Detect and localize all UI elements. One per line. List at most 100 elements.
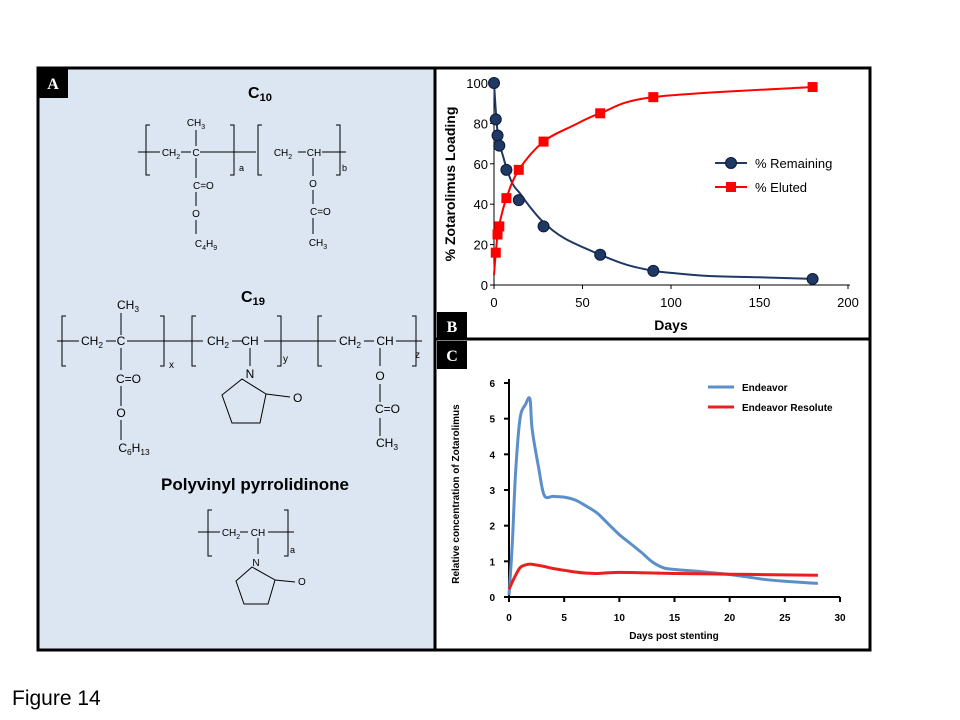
panel-b-letter-box [437, 312, 467, 339]
c19-subscript-y: y [283, 354, 288, 365]
chart-b-y-tick-label: 100 [466, 76, 488, 91]
chart-b-legend-marker [725, 157, 737, 169]
c19-ring-oxygen: O [293, 391, 302, 405]
c19-nitrogen: N [246, 367, 255, 381]
chart-c-y-label: Relative concentration of Zotarolimus [451, 404, 462, 584]
chart-c-x-tick-label: 25 [779, 613, 791, 624]
chart-c-legend-label: Endeavor [742, 383, 788, 394]
chart-b-legend-marker [726, 182, 736, 192]
panel-b-letter: B [447, 319, 458, 336]
panel-a-letter-box [38, 68, 68, 98]
c19-oxygen-1: O [116, 406, 125, 420]
chart-b-x-tick-label: 200 [837, 295, 859, 310]
chart-b-point-remaining [647, 264, 660, 277]
figure-caption: Figure 14 [12, 687, 101, 710]
chart-c-x-tick-label: 5 [561, 613, 567, 624]
c10-subscript-a: a [239, 163, 244, 173]
c10-ch2: CH2 [162, 148, 180, 161]
chart-b-point-eluted [492, 229, 503, 240]
chart-c-y-tick-label: 6 [489, 379, 495, 390]
c19-title: C19 [241, 289, 265, 308]
c10-oxygen-1: O [192, 209, 200, 220]
pvp-ch2: CH2 [222, 528, 240, 541]
c19-ch: CH [241, 334, 258, 348]
pvp-subscript-a: a [290, 545, 295, 555]
chart-b-point-remaining [489, 113, 502, 126]
chart-c-series-line-endeavor [507, 396, 818, 596]
c10-ch3-bottom: CH3 [309, 238, 327, 251]
c19-oxygen-2: O [375, 369, 384, 383]
chart-b-x-label: Days [654, 317, 688, 333]
chart-c-y-tick-label: 2 [489, 522, 495, 533]
chart-b-point-remaining [512, 194, 525, 207]
chart-b-y-tick-label: 80 [474, 116, 488, 131]
c19-c6h13: C6H13 [118, 441, 150, 457]
chart-c-x-tick-label: 30 [834, 613, 846, 624]
chart-b-y-label: % Zotarolimus Loading [442, 107, 458, 262]
c19-ch2-b: CH2 [207, 334, 229, 350]
chart-b-point-remaining [594, 248, 607, 261]
c19-ch3-top: CH3 [117, 298, 139, 314]
chart-b-x-tick-label: 50 [575, 295, 589, 310]
chart-c-y-tick-label: 0 [489, 593, 495, 604]
chart-b-point-eluted [501, 193, 512, 204]
panel-a-letter: A [47, 76, 59, 93]
c10-carbonyl-2: C=O [310, 207, 331, 218]
chart-c: 0 1 2 3 4 5 6 0 5 10 15 20 25 30 Days post stenting Rel… [451, 379, 846, 642]
c19-ch2-c: CH2 [339, 334, 361, 350]
c10-carbonyl-1: C=O [193, 181, 214, 192]
c19-ch2: CH2 [81, 334, 103, 350]
chart-b-point-eluted [490, 247, 501, 258]
chart-c-x-label: Days post stenting [629, 631, 718, 642]
pvp-title: Polyvinyl pyrrolidinone [161, 475, 349, 494]
c19-c: C [117, 334, 126, 348]
c10-ch: CH [307, 148, 321, 159]
c19-carbonyl-2: C=O [375, 402, 400, 416]
pvp-structure: Polyvinyl pyrrolidinone CH2 CH a N O [161, 475, 349, 605]
chart-b-point-remaining [493, 139, 506, 152]
c19-ch3-bottom: CH3 [376, 436, 398, 452]
chart-b-y-tick-label: 20 [474, 238, 488, 253]
c19-ch-c: CH [376, 334, 393, 348]
chart-b-point-remaining [500, 163, 513, 176]
chart-b-y-tick-label: 0 [481, 278, 488, 293]
c10-ch3-top: CH3 [187, 118, 205, 131]
c10-title: C10 [248, 85, 272, 104]
chart-b-legend-label: % Remaining [755, 156, 832, 171]
chart-b-point-remaining [491, 129, 504, 142]
chart-b-legend-label: % Eluted [755, 180, 807, 195]
panel-c-border [433, 337, 872, 652]
pvp-nitrogen: N [252, 558, 259, 569]
chart-b-x-tick-label: 0 [490, 295, 497, 310]
chart-c-series-line-resolute [507, 562, 818, 590]
c19-subscript-z: z [415, 350, 420, 361]
chart-b-x-tick-label: 100 [660, 295, 682, 310]
chart-c-y-tick-label: 5 [489, 415, 495, 426]
chart-b-series-line-remaining [493, 82, 813, 280]
chart-b-point-eluted [807, 82, 818, 93]
panel-c-letter-box [437, 341, 467, 369]
c10-c4h9: C4H9 [195, 239, 217, 252]
chart-b-x-tick-label: 150 [749, 295, 771, 310]
chart-c-x-tick-label: 10 [614, 613, 626, 624]
chart-b-point-eluted [513, 164, 524, 175]
c19-carbonyl-1: C=O [116, 372, 141, 386]
c10-structure: C10 CH3 CH2 C CH2 CH a b C=O O C4H9 O C=… [138, 85, 347, 252]
chart-c-legend-label: Endeavor Resolute [742, 403, 833, 414]
pvp-ch: CH [251, 528, 265, 539]
chart-b-y-tick-label: 40 [474, 197, 488, 212]
chart-b-y-tick-label: 60 [474, 157, 488, 172]
chart-b-point-eluted [595, 108, 606, 119]
chart-b-point-eluted [648, 92, 659, 103]
panel-c: C 0 1 2 3 4 5 6 0 5 10 15 20 25 30 Days post stenting R… [433, 337, 872, 652]
chart-c-y-tick-label: 1 [489, 557, 495, 568]
c10-c: C [192, 148, 199, 159]
panel-c-letter: C [446, 348, 458, 365]
chart-c-y-tick-label: 3 [489, 486, 495, 497]
panel-a-background [36, 66, 437, 652]
panel-b: B 0 20 40 60 80 100 0 50 100 150 200 Days % Zotaroli… [433, 66, 872, 341]
chart-c-x-tick-label: 0 [506, 613, 512, 624]
chart-b: 0 20 40 60 80 100 0 50 100 150 200 Days % Zotarolimu… [442, 76, 859, 333]
pvp-ring-oxygen: O [298, 577, 306, 588]
c19-structure: C19 CH3 CH2 C x CH2 CH y N O CH2 CH [57, 289, 422, 457]
